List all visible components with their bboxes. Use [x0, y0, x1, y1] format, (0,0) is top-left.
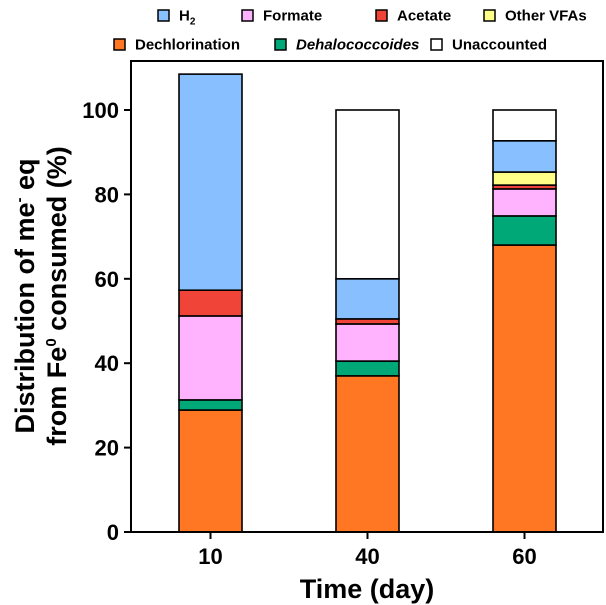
bar-segment-h2-day-10 [178, 73, 243, 291]
y-axis-title-line2: from Fe [42, 347, 72, 446]
legend-label: Formate [263, 8, 322, 25]
bar-segment-acetate-day-10 [178, 289, 243, 317]
y-axis-title-line1: Distribution of me [10, 203, 40, 434]
legend-label: Dechlorination [135, 37, 240, 54]
svg-text:from Fe0 consumed (%): from Fe0 consumed (%) [42, 146, 72, 445]
x-tick-label: 40 [355, 544, 379, 569]
legend-item-unaccounted: Unaccounted [430, 37, 547, 54]
y-axis-title-line1-end: eq [10, 158, 40, 197]
bar-segment-other-vfas-day-60 [492, 171, 557, 186]
y-tick-label: 100 [82, 98, 119, 123]
legend-item-other-vfas: Other VFAs [483, 8, 587, 25]
legend-swatch [157, 9, 170, 22]
bar-group-day-40 [335, 109, 400, 533]
legend-item-dehalococcoides: Dehalococcoides [274, 37, 419, 54]
bar-group-day-60 [492, 109, 557, 533]
legend-item-formate: Formate [241, 8, 322, 25]
legend-item-h2: H2 [157, 8, 196, 28]
bar-segment-formate-day-10 [178, 315, 243, 401]
bar-segment-dechlorination-day-60 [492, 244, 557, 533]
x-tick-label: 10 [198, 544, 222, 569]
bar-segment-h2-day-40 [335, 277, 400, 320]
bar-segment-dechlorination-day-10 [178, 409, 243, 533]
x-axis-ticks: 10 40 60 [198, 532, 537, 569]
y-axis-ticks: 0 20 40 60 80 100 [82, 98, 131, 545]
y-axis-title-line2-sup: 0 [43, 338, 60, 346]
bar-segment-formate-day-40 [335, 323, 400, 362]
legend-item-acetate: Acetate [375, 8, 451, 25]
bar-segment-dechlorination-day-40 [335, 375, 400, 533]
legend-swatch [113, 38, 126, 51]
y-tick-label: 80 [95, 182, 119, 207]
y-tick-label: 40 [95, 351, 119, 376]
y-tick-label: 20 [95, 436, 119, 461]
bar-segment-dehalococcoides-day-40 [335, 360, 400, 377]
legend-swatch [430, 38, 443, 51]
y-axis-title-line1-sup: - [11, 198, 28, 203]
y-axis-title-line2-end: consumed (%) [42, 146, 72, 338]
legend-swatch [483, 9, 496, 22]
x-axis-title: Time (day) [300, 574, 435, 604]
bar-group-day-10 [178, 73, 243, 533]
x-tick-label: 60 [512, 544, 536, 569]
legend-item-dechlorination: Dechlorination [113, 37, 240, 54]
legend-label: Acetate [397, 8, 451, 25]
bar-segment-unaccounted-day-60 [492, 109, 557, 142]
legend-label: Other VFAs [505, 8, 587, 25]
bar-segment-unaccounted-day-40 [335, 109, 400, 280]
legend-label: Unaccounted [452, 37, 547, 54]
svg-text:Distribution of me- eq: Distribution of me- eq [10, 158, 40, 433]
bars [178, 73, 557, 533]
y-tick-label: 0 [107, 520, 119, 545]
bar-segment-formate-day-60 [492, 188, 557, 217]
legend-label: H2 [179, 8, 196, 28]
y-tick-label: 60 [95, 267, 119, 292]
legend: H2 Formate Acetate Other VFAs Dechlorination… [113, 8, 587, 54]
bar-segment-h2-day-60 [492, 140, 557, 173]
legend-swatch [375, 9, 388, 22]
bar-segment-dehalococcoides-day-10 [178, 399, 243, 411]
legend-swatch [274, 38, 287, 51]
bar-segment-dehalococcoides-day-60 [492, 215, 557, 246]
legend-label: Dehalococcoides [296, 37, 419, 54]
y-axis-title: Distribution of me- eq from Fe0 consumed… [10, 146, 72, 445]
legend-swatch [241, 9, 254, 22]
